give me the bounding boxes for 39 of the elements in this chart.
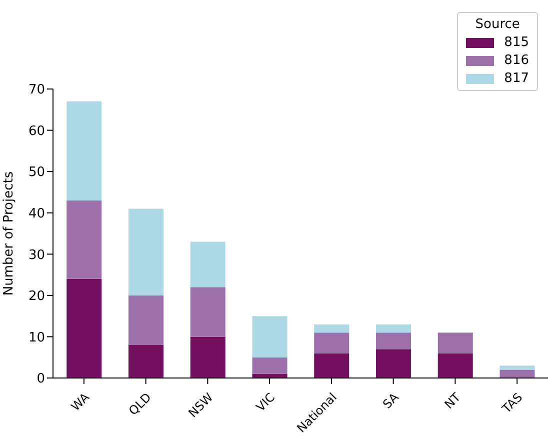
x-tick-label: WA [68, 390, 93, 414]
y-tick-label: 40 [28, 206, 45, 222]
legend-label: 817 [504, 71, 529, 86]
bar [128, 295, 164, 345]
x-tick-label: SA [380, 390, 402, 412]
bar [66, 200, 102, 279]
x-tick-label: VIC [253, 390, 278, 414]
bar [128, 208, 164, 296]
bar [252, 357, 288, 374]
y-tick-label: 60 [28, 124, 45, 139]
bar [438, 353, 473, 378]
bar [252, 316, 288, 358]
y-tick-label: 10 [28, 330, 45, 346]
y-tick-label: 0 [36, 372, 45, 387]
bar [500, 366, 535, 370]
y-tick-label: 30 [28, 248, 45, 263]
bar [376, 349, 411, 378]
bar [376, 332, 411, 350]
bar [376, 324, 411, 333]
legend-label: 815 [504, 35, 529, 50]
bar [190, 287, 226, 337]
bar [500, 370, 535, 378]
bar [66, 278, 102, 378]
x-tick-label: TAS [498, 390, 526, 416]
y-tick-label: 20 [28, 289, 45, 304]
x-tick-label: NT [442, 390, 464, 412]
bar [314, 324, 350, 333]
legend-label: 816 [504, 53, 529, 68]
bar [66, 101, 102, 200]
y-axis-title: Number of Projects [2, 171, 17, 296]
bar [314, 353, 350, 378]
y-tick-label: 50 [28, 165, 45, 180]
bar [190, 242, 226, 288]
bar [128, 344, 164, 378]
bar [438, 332, 473, 354]
bar [314, 332, 350, 354]
bar [190, 336, 226, 378]
y-tick-label: 70 [28, 82, 45, 98]
legend-title: Source [474, 17, 521, 32]
